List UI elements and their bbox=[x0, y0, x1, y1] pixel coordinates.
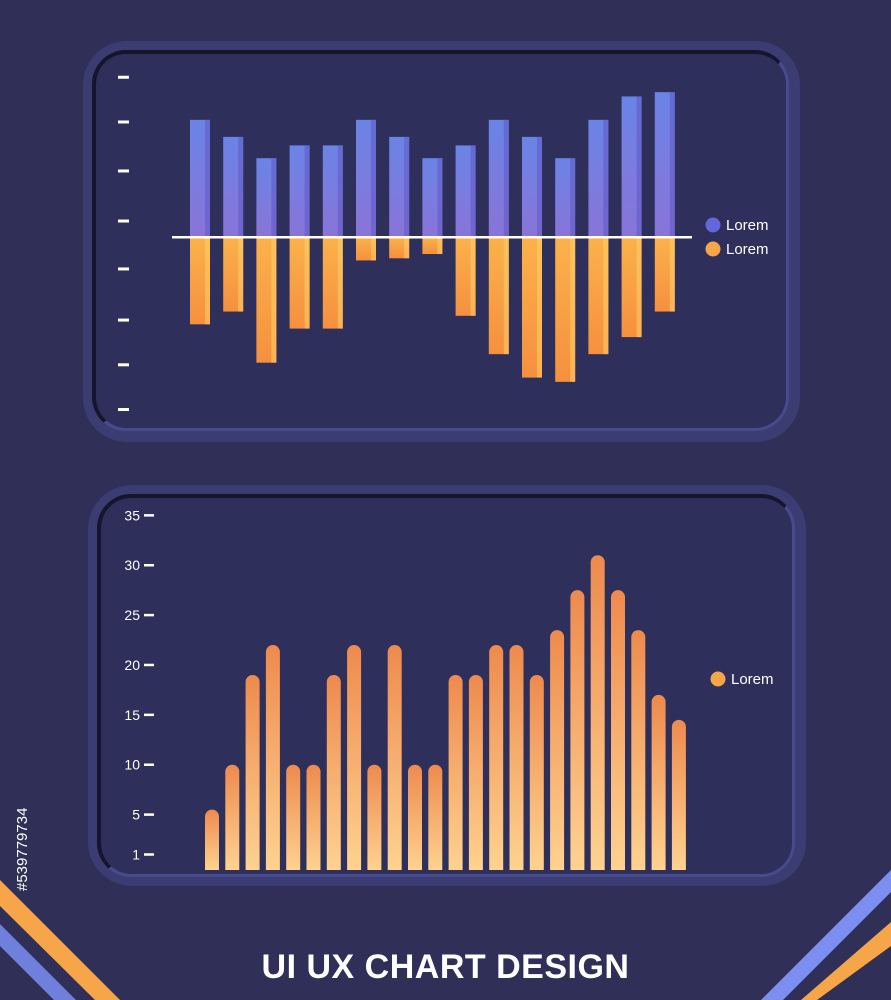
bar-positive bbox=[322, 145, 343, 237]
page-title: UI UX CHART DESIGN bbox=[261, 948, 630, 986]
bar-negative-shade bbox=[238, 237, 244, 312]
bar-positive-shade bbox=[636, 96, 642, 237]
y-tick-label: 15 bbox=[124, 707, 140, 723]
bar bbox=[590, 555, 605, 870]
bar-negative-shade bbox=[636, 237, 642, 338]
stock-id: #539779734 bbox=[6, 765, 36, 895]
y-tick bbox=[118, 75, 129, 79]
bar bbox=[205, 809, 219, 870]
chart-panel-top: Lorem Lorem bbox=[83, 41, 800, 442]
chart-top: Lorem Lorem bbox=[118, 75, 769, 412]
y-tick-label: 30 bbox=[124, 557, 140, 573]
legend-label: Lorem bbox=[726, 217, 769, 234]
y-tick bbox=[144, 563, 154, 567]
stock-id-text: #539779734 bbox=[14, 807, 31, 891]
y-tick bbox=[144, 763, 154, 766]
y-tick bbox=[118, 120, 129, 124]
bar bbox=[570, 590, 585, 870]
y-tick bbox=[144, 613, 154, 617]
bar bbox=[347, 645, 362, 870]
bar-negative-shade bbox=[271, 237, 277, 363]
bar-positive-shade bbox=[238, 136, 244, 237]
bar bbox=[448, 674, 463, 870]
legend-marker bbox=[705, 217, 721, 233]
y-tick-label: 1 bbox=[132, 847, 140, 863]
y-tick bbox=[118, 219, 129, 223]
y-tick bbox=[144, 813, 154, 816]
bar bbox=[550, 630, 565, 870]
bar-negative-shade bbox=[603, 237, 609, 355]
decorative-stripes-left bbox=[0, 880, 120, 1000]
y-tick bbox=[118, 363, 129, 367]
y-tick-label: 10 bbox=[124, 757, 140, 773]
bar bbox=[225, 764, 240, 870]
bar bbox=[671, 719, 686, 870]
chart-panel-bottom: 1 5 10 15 20 25 30 35 Lorem bbox=[88, 485, 806, 886]
bar-negative-shade bbox=[570, 237, 576, 382]
bar bbox=[428, 764, 443, 870]
bar-positive-shade bbox=[503, 119, 509, 237]
bar-positive-shade bbox=[205, 119, 210, 237]
bar-negative-shade bbox=[371, 237, 376, 261]
bar-negative-shade bbox=[404, 237, 410, 259]
bar-positive-shade bbox=[570, 158, 576, 237]
bar bbox=[387, 645, 402, 870]
bar bbox=[245, 674, 260, 870]
bar bbox=[367, 764, 382, 870]
bar bbox=[611, 590, 625, 870]
legend-label: Lorem bbox=[731, 671, 774, 688]
bar bbox=[509, 645, 524, 870]
y-tick bbox=[118, 318, 129, 322]
bar-negative-shade bbox=[337, 237, 343, 329]
bar-negative-shade bbox=[669, 237, 675, 312]
y-tick bbox=[144, 713, 154, 717]
bar-positive-shade bbox=[669, 92, 675, 237]
y-tick-label: 25 bbox=[124, 607, 140, 623]
y-tick bbox=[144, 514, 154, 517]
bar-negative-shade bbox=[470, 237, 476, 316]
y-tick bbox=[144, 853, 154, 856]
bar-negative-shade bbox=[205, 237, 210, 325]
y-tick-label: 20 bbox=[124, 657, 140, 673]
bar bbox=[468, 674, 483, 870]
bar bbox=[265, 645, 280, 870]
bar bbox=[651, 694, 666, 870]
bar-positive-shade bbox=[404, 136, 410, 237]
bar bbox=[631, 630, 646, 870]
y-tick bbox=[144, 663, 154, 667]
bar-negative-shade bbox=[503, 237, 509, 355]
bar bbox=[286, 764, 301, 870]
bar-positive-shade bbox=[537, 136, 542, 237]
bar-negative-shade bbox=[304, 237, 310, 329]
bar bbox=[489, 645, 504, 870]
bar-negative-shade bbox=[537, 237, 542, 378]
decorative-stripes-right bbox=[761, 870, 891, 1000]
bar-positive-shade bbox=[371, 119, 376, 237]
bar bbox=[306, 764, 321, 870]
zero-line bbox=[172, 236, 692, 239]
bar-positive-shade bbox=[470, 145, 476, 237]
bar bbox=[326, 674, 341, 870]
bar bbox=[529, 674, 544, 870]
y-tick bbox=[118, 169, 129, 173]
bar bbox=[408, 764, 422, 870]
bar-positive-shade bbox=[271, 158, 277, 237]
bar-positive-shade bbox=[437, 158, 443, 237]
bar-positive-shade bbox=[337, 145, 343, 237]
y-tick bbox=[118, 267, 129, 271]
y-tick-label: 5 bbox=[132, 807, 140, 823]
y-tick bbox=[118, 408, 129, 412]
legend-marker bbox=[710, 671, 726, 687]
legend-marker bbox=[705, 241, 721, 257]
legend-label: Lorem bbox=[726, 241, 769, 258]
bar-positive-shade bbox=[304, 145, 310, 237]
bar-negative-shade bbox=[437, 237, 443, 255]
bar-negative bbox=[322, 237, 343, 329]
y-tick-label: 35 bbox=[124, 507, 140, 523]
bar-positive-shade bbox=[603, 119, 609, 237]
